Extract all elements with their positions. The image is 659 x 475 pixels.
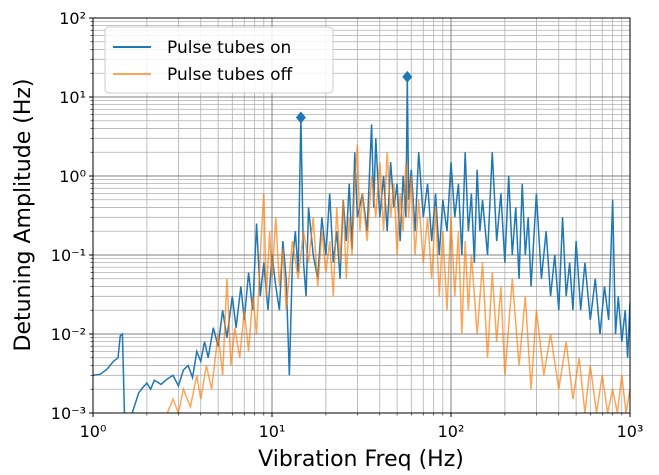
y-axis-label: Detuning Amplitude (Hz) xyxy=(11,79,36,352)
x-axis-label: Vibration Freq (Hz) xyxy=(258,447,464,472)
legend-label: Pulse tubes on xyxy=(167,38,291,58)
plot-area xyxy=(93,70,630,413)
peak-marker xyxy=(295,111,306,124)
y-tick-label: 10⁰ xyxy=(59,167,86,186)
y-tick-label: 10⁻³ xyxy=(51,404,86,423)
peak-marker xyxy=(402,70,413,83)
y-tick-label: 10¹ xyxy=(59,88,86,107)
legend-label: Pulse tubes off xyxy=(167,65,294,85)
x-tick-label: 10³ xyxy=(617,422,644,441)
plot-frame xyxy=(92,17,631,414)
y-tick-label: 10² xyxy=(59,9,86,28)
x-tick-label: 10¹ xyxy=(259,422,286,441)
legend-box xyxy=(104,26,334,94)
y-tick-label: 10⁻¹ xyxy=(51,246,86,265)
series-line xyxy=(166,144,630,413)
x-tick-label: 10⁰ xyxy=(80,422,107,441)
series-line xyxy=(93,76,630,413)
y-tick-label: 10⁻² xyxy=(51,325,86,344)
x-tick-label: 10² xyxy=(438,422,465,441)
